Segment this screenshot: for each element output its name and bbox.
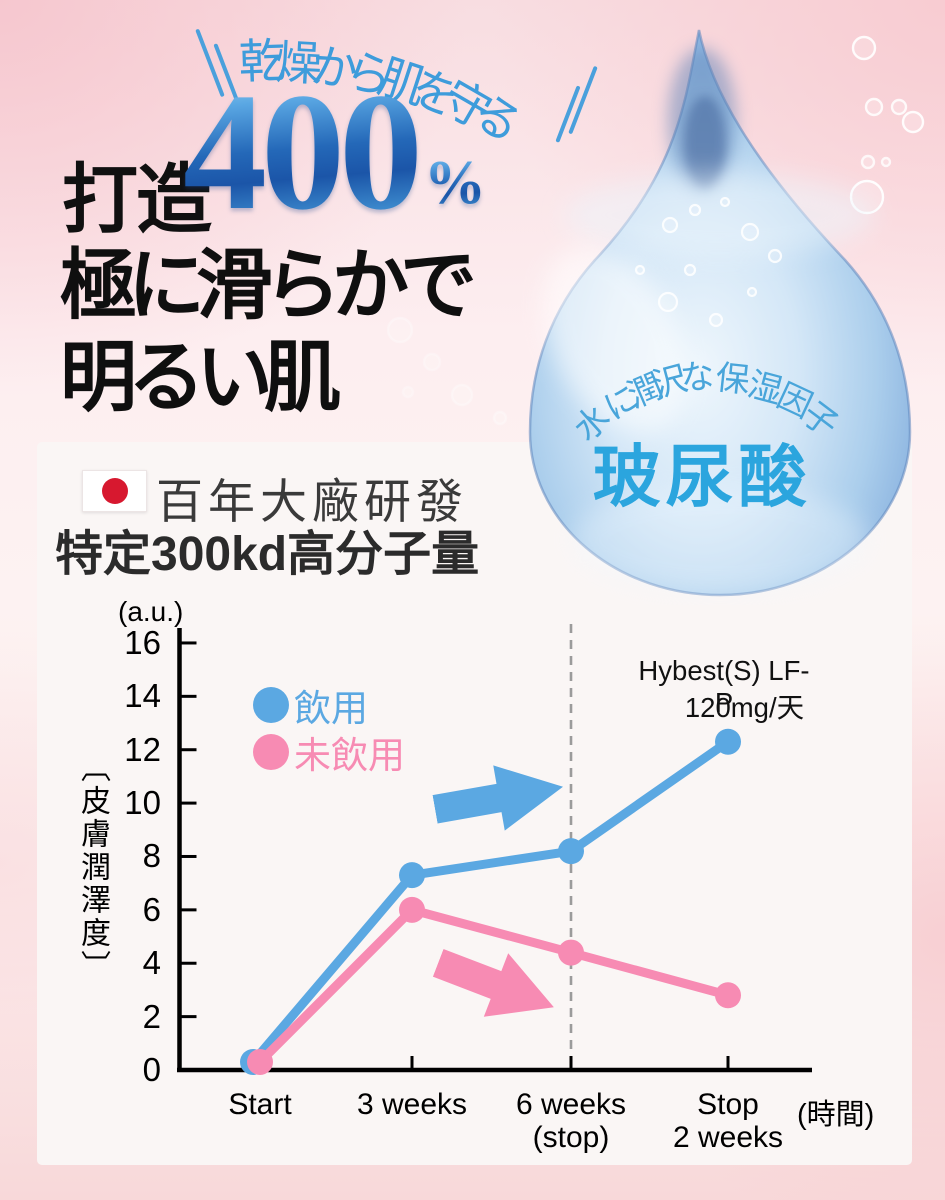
drop-inner-bubbles [634,196,783,328]
drop-gloss [542,247,688,433]
drop-tip-shade-dark [684,96,726,188]
drop-bottom-light [570,485,870,595]
drop-light-band [565,173,875,257]
water-drop-graphic [528,29,912,597]
